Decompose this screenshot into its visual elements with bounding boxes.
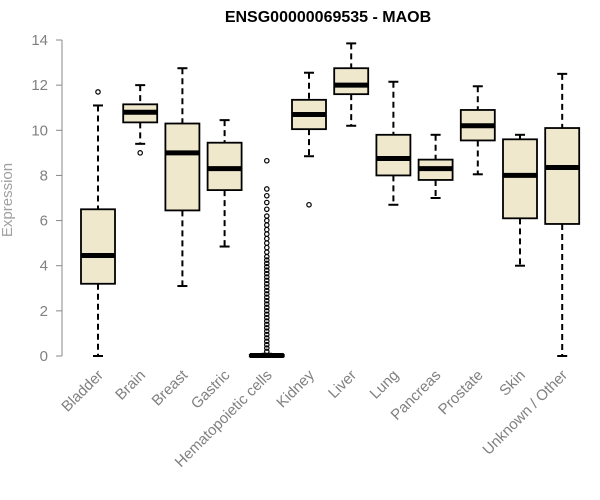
chart-title: ENSG00000069535 - MAOB <box>225 9 431 26</box>
outlier-point <box>263 308 270 314</box>
outlier-point <box>263 240 270 246</box>
outlier-point <box>263 244 270 251</box>
y-tick-label: 4 <box>40 258 48 275</box>
outlier-point <box>263 311 270 318</box>
outlier-point <box>263 231 270 237</box>
box <box>333 67 370 96</box>
outlier-point <box>263 294 270 301</box>
outlier-point <box>263 341 270 348</box>
outlier-point <box>263 260 270 267</box>
y-tick-label: 8 <box>40 167 48 184</box>
outlier-point <box>263 321 270 328</box>
outlier-point <box>263 284 270 290</box>
outlier-point <box>263 348 270 355</box>
outlier-point <box>263 226 270 233</box>
outlier-point <box>263 222 270 228</box>
axes: 0 2 4 6 8 10 12 14 <box>31 32 63 365</box>
x-tick-label: Brain <box>112 367 149 404</box>
outlier-point <box>263 192 270 199</box>
y-axis-label: Expression <box>0 163 16 237</box>
x-tick-label: Bladder <box>58 367 107 416</box>
box-group <box>375 80 412 206</box>
y-tick-label: 12 <box>31 77 48 94</box>
outlier-point <box>263 217 270 224</box>
box-group <box>291 71 327 208</box>
outlier-point <box>263 249 270 255</box>
box <box>375 133 412 177</box>
outlier-point <box>263 270 270 277</box>
box <box>544 127 581 225</box>
outlier-point <box>263 297 270 304</box>
outlier-point <box>263 331 270 338</box>
outlier-point <box>137 150 144 156</box>
box-group <box>459 85 496 176</box>
y-tick-label: 0 <box>40 348 48 365</box>
box-group <box>80 89 116 357</box>
outlier-point <box>263 264 270 270</box>
outlier-point <box>263 157 270 164</box>
x-tick-label: Breast <box>149 366 192 409</box>
outlier-point <box>263 291 270 297</box>
outlier-point <box>263 235 270 242</box>
outlier-point <box>263 213 270 219</box>
box <box>80 208 116 285</box>
y-tick-label: 2 <box>40 303 48 320</box>
outlier-point <box>95 89 101 95</box>
outlier-point <box>263 338 270 345</box>
box-group <box>206 119 243 248</box>
y-tick-label: 10 <box>31 122 48 139</box>
outlier-point <box>263 277 270 284</box>
x-tick-label: Skin <box>496 367 529 400</box>
outlier-point <box>263 335 270 341</box>
x-tick-label: Prostate <box>435 367 487 419</box>
outlier-point <box>263 267 270 274</box>
outlier-point <box>263 206 270 213</box>
outlier-point <box>263 324 270 331</box>
outlier-point <box>263 345 270 351</box>
boxes <box>80 42 581 359</box>
outlier-point <box>263 328 270 334</box>
y-tick-label: 14 <box>31 32 48 49</box>
box-group <box>333 42 370 127</box>
box-group <box>164 67 201 288</box>
outlier-point <box>263 199 270 206</box>
outlier-point <box>263 301 270 307</box>
box <box>502 138 538 220</box>
outlier-point <box>263 274 270 280</box>
box-group <box>248 157 285 359</box>
box-group <box>502 133 538 267</box>
outlier-point <box>263 186 270 192</box>
box-group <box>122 84 159 156</box>
y-tick-label: 6 <box>40 213 48 230</box>
x-tick-label: Lung <box>367 367 403 403</box>
x-tick-label: Kidney <box>273 366 318 411</box>
outlier-point <box>263 314 270 321</box>
outlier-point <box>263 318 270 324</box>
outlier-point <box>263 304 270 311</box>
x-tick-label: Liver <box>325 367 360 402</box>
box-group <box>417 133 454 199</box>
outlier-point <box>263 257 270 263</box>
box-group <box>544 72 581 357</box>
outlier-point <box>263 287 270 294</box>
outlier-point <box>306 201 312 208</box>
box <box>164 122 201 212</box>
outlier-point <box>263 280 270 287</box>
